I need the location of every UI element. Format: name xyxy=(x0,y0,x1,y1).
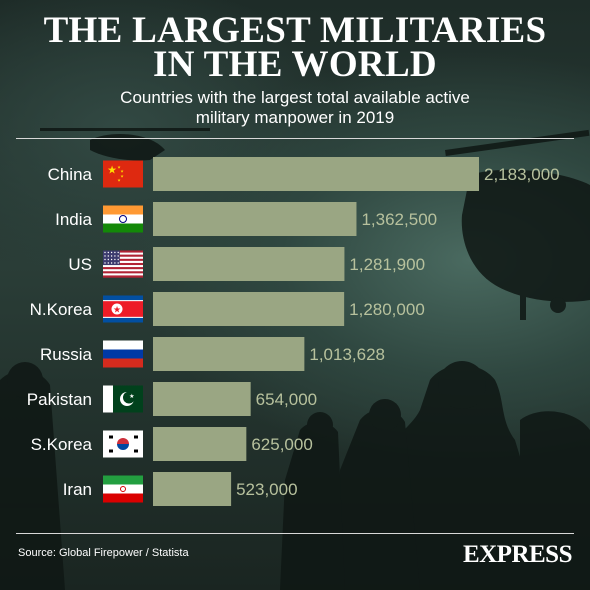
svg-text:★: ★ xyxy=(129,393,134,400)
bar-india xyxy=(153,202,356,236)
value-label-n-korea: 1,280,000 xyxy=(349,300,425,319)
value-label-iran: 523,000 xyxy=(236,480,297,499)
value-label-s-korea: 625,000 xyxy=(251,435,312,454)
svg-text:★: ★ xyxy=(117,178,121,183)
svg-text:★: ★ xyxy=(120,174,124,179)
brand-logo: EXPRESS xyxy=(463,541,572,569)
svg-text:★: ★ xyxy=(107,165,117,177)
country-label-us: US xyxy=(68,255,92,274)
bar-iran xyxy=(153,472,231,506)
value-label-china: 2,183,000 xyxy=(484,165,560,184)
bar-china xyxy=(153,157,479,191)
country-label-n-korea: N.Korea xyxy=(30,300,93,319)
india-flag-icon xyxy=(103,206,143,233)
iran-flag-icon xyxy=(103,476,143,503)
bar-pakistan xyxy=(153,382,251,416)
country-label-s-korea: S.Korea xyxy=(31,435,93,454)
country-label-india: India xyxy=(55,210,92,229)
svg-text:★: ★ xyxy=(113,305,121,315)
us-flag-icon xyxy=(103,251,143,278)
value-label-us: 1,281,900 xyxy=(349,255,425,274)
bar-s-korea xyxy=(153,427,246,461)
value-label-russia: 1,013,628 xyxy=(309,345,385,364)
bar-russia xyxy=(153,337,304,371)
pakistan-flag-icon: ★ xyxy=(103,386,143,413)
country-label-iran: Iran xyxy=(63,480,92,499)
china-flag-icon: ★ ★★★★ xyxy=(103,161,143,188)
bottom-divider xyxy=(16,533,574,534)
value-label-pakistan: 654,000 xyxy=(256,390,317,409)
russia-flag-icon xyxy=(103,341,143,368)
bar-us xyxy=(153,247,344,281)
value-label-india: 1,362,500 xyxy=(361,210,437,229)
south-korea-flag-icon xyxy=(103,431,143,458)
country-label-russia: Russia xyxy=(40,345,93,364)
source-note: Source: Global Firepower / Statista xyxy=(18,547,189,559)
bar-n-korea xyxy=(153,292,344,326)
country-label-pakistan: Pakistan xyxy=(27,390,92,409)
country-label-china: China xyxy=(48,165,93,184)
north-korea-flag-icon: ★ xyxy=(103,296,143,323)
